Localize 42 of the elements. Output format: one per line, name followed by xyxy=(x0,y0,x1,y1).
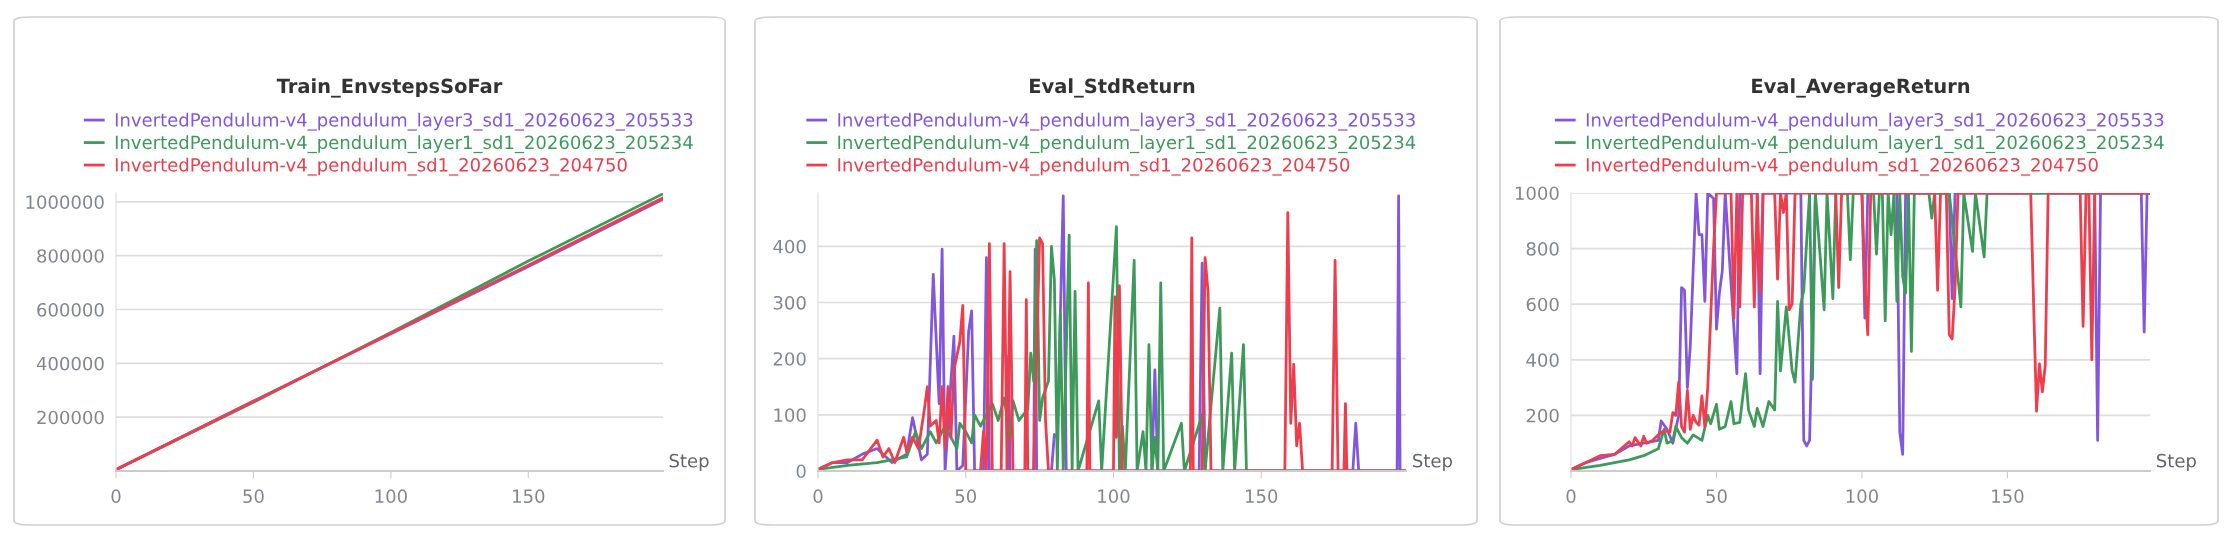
legend-label: InvertedPendulum-v4_pendulum_layer3_sd1_20260623_205533 xyxy=(838,112,1415,131)
chart-title: Eval_AverageReturn xyxy=(1752,78,1970,98)
legend-label: InvertedPendulum-v4_pendulum_sd1_20260623_204750 xyxy=(1586,157,2098,176)
legend-label: InvertedPendulum-v4_pendulum_layer3_sd1_20260623_205533 xyxy=(115,112,693,131)
x-tick-label: 50 xyxy=(1706,489,1727,504)
legend-label: InvertedPendulum-v4_pendulum_layer1_sd1_20260623_205234 xyxy=(1586,135,2164,154)
legend-label: InvertedPendulum-v4_pendulum_layer1_sd1_20260623_205234 xyxy=(838,135,1416,154)
y-tick-label: 800 xyxy=(1526,242,1559,256)
x-tick-label: 0 xyxy=(111,489,121,504)
x-tick-label: 50 xyxy=(243,489,264,504)
x-tick-label: 100 xyxy=(1846,489,1878,504)
x-tick-label: 150 xyxy=(1992,489,2024,504)
x-tick-label: 0 xyxy=(813,489,823,504)
chart-title: Train_EnvstepsSoFar xyxy=(276,78,503,98)
x-tick-label: 0 xyxy=(1566,489,1576,504)
legend-label: InvertedPendulum-v4_pendulum_layer3_sd1_20260623_205533 xyxy=(1586,112,2164,131)
x-axis-title: Step xyxy=(1413,453,1452,471)
x-axis-title: Step xyxy=(2156,453,2196,471)
legend-label: InvertedPendulum-v4_pendulum_layer1_sd1_20260623_205234 xyxy=(115,135,693,154)
y-tick-label: 200 xyxy=(773,352,806,366)
y-tick-label: 400 xyxy=(1526,353,1559,367)
y-tick-label: 200 xyxy=(1526,408,1559,423)
y-tick-label: 0 xyxy=(796,464,806,479)
y-tick-label: 600 xyxy=(1526,297,1559,312)
y-tick-label: 600000 xyxy=(37,302,104,317)
legend-label: InvertedPendulum-v4_pendulum_sd1_20260623_204750 xyxy=(838,157,1350,176)
x-tick-label: 100 xyxy=(375,489,407,504)
y-tick-label: 400000 xyxy=(36,356,104,371)
y-tick-label: 100 xyxy=(774,408,806,422)
x-tick-label: 150 xyxy=(513,489,545,504)
x-tick-label: 100 xyxy=(1098,489,1130,504)
y-tick-label: 200000 xyxy=(37,410,104,425)
y-tick-label: 1000000 xyxy=(26,195,104,209)
x-axis-title: Step xyxy=(669,453,709,471)
x-tick-label: 50 xyxy=(955,489,977,504)
chart-title: Eval_StdReturn xyxy=(1030,78,1195,98)
y-tick-label: 400 xyxy=(773,239,806,254)
legend-label: InvertedPendulum-v4_pendulum_sd1_20260623_204750 xyxy=(115,157,627,176)
y-tick-label: 300 xyxy=(773,295,806,310)
y-tick-label: 800000 xyxy=(37,249,104,263)
x-tick-label: 150 xyxy=(1245,489,1278,504)
y-tick-label: 1000 xyxy=(1515,186,1559,201)
